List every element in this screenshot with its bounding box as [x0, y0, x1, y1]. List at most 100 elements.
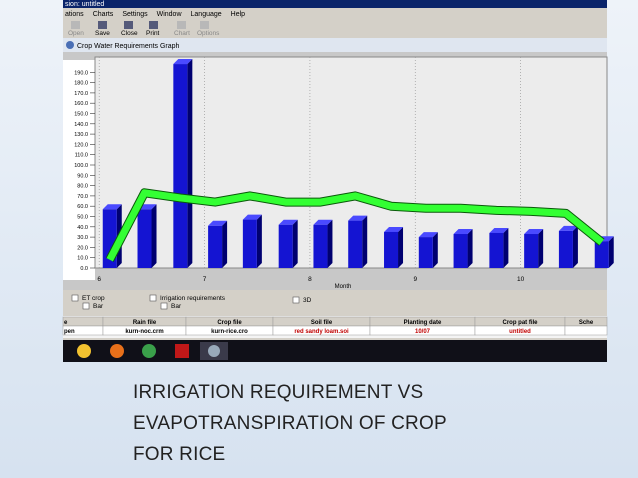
menu-item[interactable]: Language — [191, 11, 222, 18]
bar — [313, 224, 328, 268]
bar — [242, 219, 257, 268]
legend-label: Irrigation requirements — [160, 295, 226, 302]
bar — [418, 237, 433, 268]
bar-top — [313, 219, 333, 225]
taskbar — [63, 340, 607, 362]
table-value: 10/07 — [415, 329, 431, 335]
bar-top — [384, 226, 404, 232]
table-header: e — [64, 320, 68, 326]
option-label: Bar — [93, 303, 104, 310]
screenshot: sion: untitled Crop Water Requirements G… — [62, 0, 614, 362]
toolbar-button[interactable]: Options — [197, 30, 220, 37]
checkbox[interactable] — [160, 302, 168, 310]
panel-title: Crop Water Requirements Graph — [77, 43, 180, 50]
y-tick-label: 90.0 — [77, 173, 88, 179]
taskbar-icon[interactable] — [110, 344, 124, 358]
y-tick-label: 40.0 — [77, 225, 88, 231]
caption-line: EVAPOTRANSPIRATION OF CROP — [133, 413, 447, 434]
bar — [348, 220, 363, 268]
table-header-cell — [62, 316, 104, 327]
checkbox[interactable] — [82, 302, 90, 310]
toolbar-icon[interactable] — [71, 21, 80, 29]
bar-side — [151, 204, 157, 268]
toolbar-button[interactable]: Save — [95, 30, 110, 37]
table-header: Crop file — [217, 320, 242, 326]
bar-top — [102, 204, 122, 210]
option-label: 3D — [303, 297, 312, 304]
taskbar-icon[interactable] — [77, 344, 91, 358]
bar — [524, 234, 539, 268]
bar — [278, 224, 293, 268]
menu-item[interactable]: Charts — [93, 11, 114, 18]
y-axis-area — [63, 60, 95, 280]
y-tick-label: 60.0 — [77, 204, 88, 210]
taskbar-icon[interactable] — [175, 344, 189, 358]
y-tick-label: 0.0 — [80, 266, 88, 272]
table-header: Planting date — [404, 320, 442, 326]
toolbar-icon[interactable] — [98, 21, 107, 29]
checkbox[interactable] — [292, 296, 300, 304]
checkbox[interactable] — [71, 294, 79, 302]
bar — [558, 230, 573, 268]
et-line — [106, 189, 604, 262]
table-header: Soil file — [311, 320, 333, 326]
menu-item[interactable]: ations — [65, 11, 84, 18]
y-tick-label: 110.0 — [75, 153, 88, 159]
options-area — [63, 290, 607, 316]
x-tick-label: 6 — [97, 276, 101, 283]
y-tick-label: 100.0 — [74, 163, 88, 169]
y-tick-label: 30.0 — [77, 235, 88, 241]
table-value: pen — [64, 329, 75, 335]
checkbox[interactable] — [149, 294, 157, 302]
option-label: Bar — [171, 303, 182, 310]
menu-item[interactable]: Settings — [122, 11, 148, 18]
y-tick-label: 120.0 — [74, 142, 88, 148]
bar-side — [256, 214, 262, 268]
toolbar-icon[interactable] — [200, 21, 209, 29]
taskbar-icon[interactable] — [142, 344, 156, 358]
bar-top — [242, 214, 262, 220]
bar-side — [187, 59, 193, 269]
y-tick-label: 140.0 — [74, 122, 88, 128]
bar-side — [222, 220, 228, 268]
bar-side — [362, 215, 368, 268]
table-value: red sandy loam.soi — [294, 329, 349, 335]
taskbar-icon[interactable] — [208, 345, 220, 357]
toolbar-icon[interactable] — [149, 21, 158, 29]
table-value: untitled — [509, 329, 531, 335]
toolbar-button[interactable]: Chart — [174, 30, 190, 37]
bar-top — [489, 227, 509, 233]
menu-item[interactable]: Window — [157, 11, 183, 18]
table-cell — [564, 325, 608, 336]
bar-top — [524, 229, 544, 235]
bar — [489, 232, 504, 268]
table-header: Crop pat file — [502, 320, 538, 326]
y-tick-label: 50.0 — [77, 215, 88, 221]
y-tick-label: 130.0 — [74, 132, 88, 138]
x-tick-label: 8 — [308, 276, 312, 283]
toolbar-button[interactable]: Print — [146, 30, 160, 37]
panel-icon — [66, 41, 74, 49]
table-value: kurn-noc.crm — [125, 329, 163, 335]
table-value: kurn-rice.cro — [211, 329, 248, 335]
toolbar-icon[interactable] — [124, 21, 133, 29]
toolbar-icon[interactable] — [177, 21, 186, 29]
bar-top — [173, 59, 193, 65]
y-tick-label: 180.0 — [74, 81, 88, 87]
toolbar-button[interactable]: Open — [68, 30, 84, 37]
menu-item[interactable]: Help — [231, 11, 246, 18]
bar-side — [608, 236, 614, 268]
bar — [173, 64, 188, 268]
y-tick-label: 20.0 — [77, 245, 88, 251]
y-tick-label: 70.0 — [77, 194, 88, 200]
toolbar-button[interactable]: Close — [121, 30, 138, 37]
bar-top — [418, 232, 438, 238]
table-header: Sche — [579, 320, 594, 326]
bar-side — [432, 232, 438, 268]
caption-line: IRRIGATION REQUIREMENT VS — [133, 382, 424, 403]
bar-side — [467, 229, 473, 268]
x-tick-label: 9 — [413, 276, 417, 283]
y-tick-label: 80.0 — [77, 184, 88, 190]
bar — [453, 234, 468, 268]
